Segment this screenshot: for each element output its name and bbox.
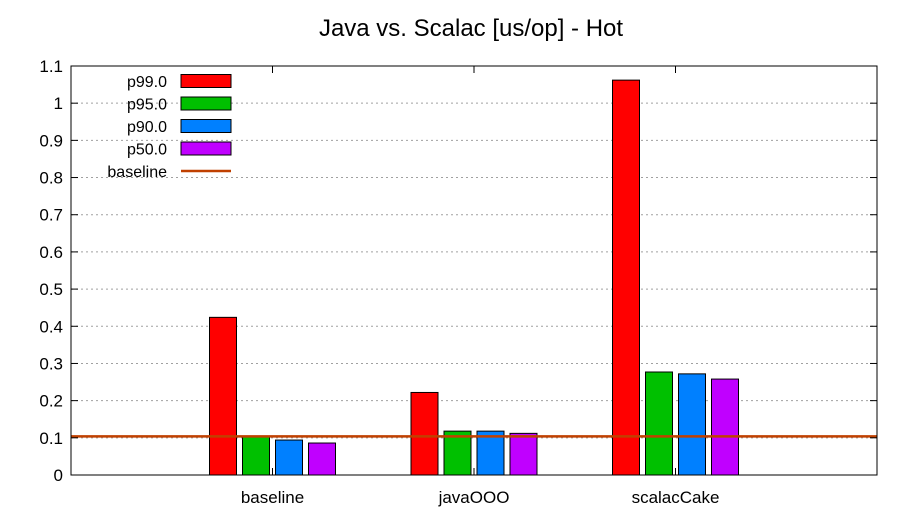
bar-p90-0-javaOOO [476,430,505,476]
y-tick-label: 0.3 [39,354,63,373]
bar-p95-0-javaOOO [443,430,472,476]
y-tick-label: 0.9 [39,131,63,150]
legend-swatch [180,96,232,111]
axis-ticks: 0 0.1 0.2 0.3 0.4 0.5 0.6 0.7 0.8 0.9 1 1.1 baseline… [39,57,877,507]
y-tick-label: 0.1 [39,429,63,448]
legend-swatch [180,141,232,156]
bar-p99-0-scalacCake [612,79,640,476]
x-tick-label: baseline [241,488,304,507]
legend-label: baseline [107,164,167,181]
bar-p95-0-baseline [242,435,270,476]
bars [209,79,739,476]
chart-title: Java vs. Scalac [us/op] - Hot [319,15,623,42]
bar-p90-0-baseline [275,439,303,476]
x-tick-label: scalacCake [632,488,720,507]
y-tick-label: 0.4 [39,317,63,336]
legend: p99.0 p95.0 p90.0 p50.0 baseline [107,74,232,181]
legend-label: p50.0 [127,142,167,159]
y-tick-label: 0.7 [39,206,63,225]
bar-p50-0-scalacCake [711,378,739,476]
bar-p50-0-baseline [308,442,336,476]
y-tick-label: 0.6 [39,243,63,262]
legend-label: p95.0 [127,97,167,114]
legend-swatch [180,74,232,88]
y-tick-label: 0.5 [39,280,63,299]
legend-label: p99.0 [127,74,167,91]
legend-swatch [180,119,232,133]
bar-p50-0-javaOOO [509,432,538,476]
x-tick-label: javaOOO [438,488,510,507]
y-tick-label: 0.2 [39,392,63,411]
legend-label: p90.0 [127,119,167,136]
y-tick-label: 0 [54,466,63,485]
bar-p90-0-scalacCake [678,373,706,476]
bar-p99-0-javaOOO [410,391,439,476]
y-tick-label: 0.8 [39,169,63,188]
bar-p95-0-scalacCake [645,371,673,476]
bar-p99-0-baseline [209,316,237,476]
y-tick-label: 1.1 [39,57,63,76]
grid [71,102,877,439]
y-tick-label: 1 [54,94,63,113]
